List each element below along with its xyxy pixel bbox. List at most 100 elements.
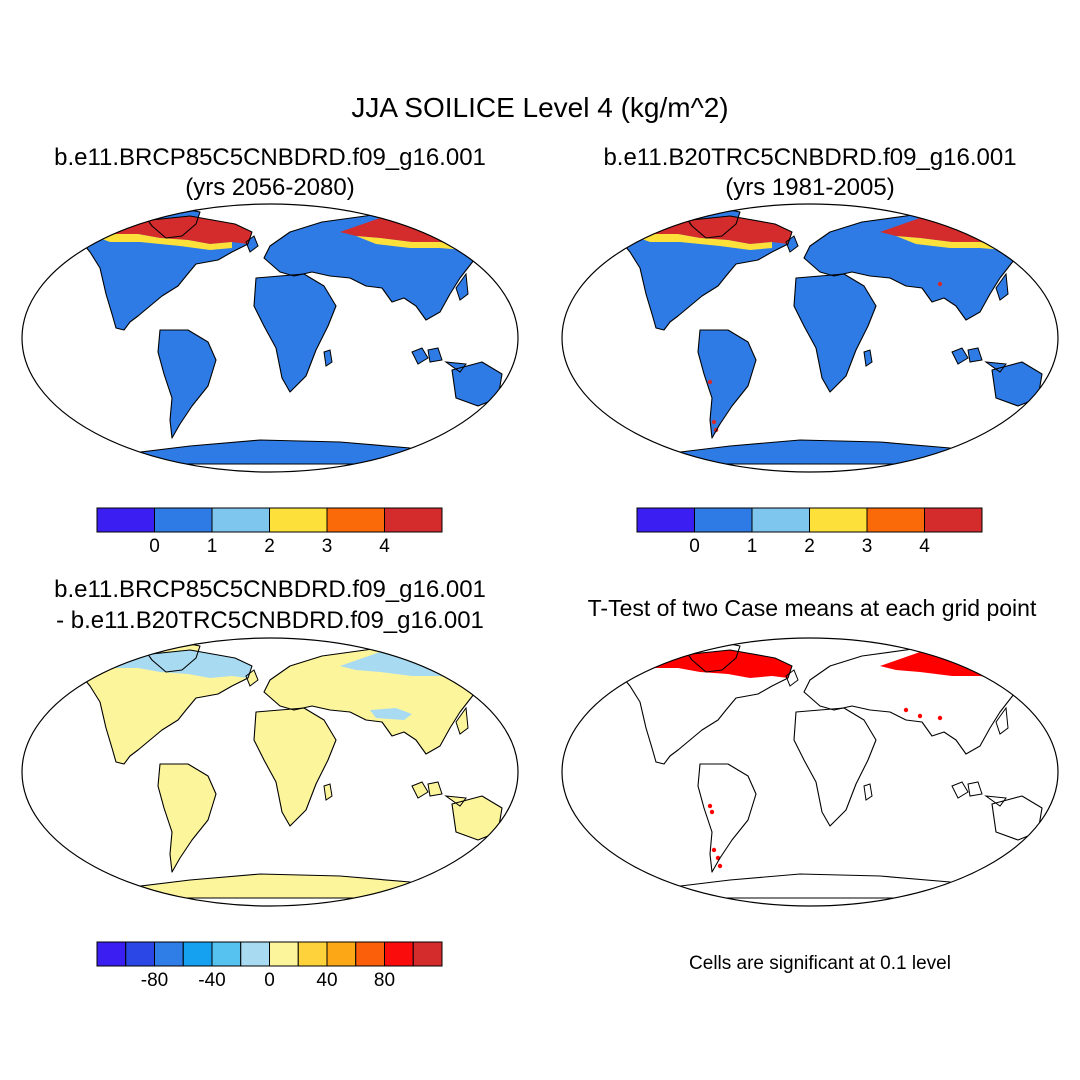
map-frame (561, 637, 1059, 907)
significant-cell (711, 419, 717, 425)
land-island (506, 400, 516, 418)
land-island (864, 350, 872, 366)
colorbar-swatch (297, 941, 328, 967)
coastline (1045, 398, 1057, 419)
coastline (77, 215, 253, 331)
coastline (967, 781, 983, 797)
coastline (1045, 832, 1057, 853)
colorbar-swatch (96, 507, 155, 533)
land-antarctica (664, 874, 966, 898)
land-island (456, 708, 468, 734)
colorbar-swatch (240, 941, 270, 967)
land-south-america (698, 764, 756, 872)
high-latitude-field (78, 216, 252, 244)
map-frame (21, 637, 519, 907)
colorbar-tick-label: -40 (198, 970, 225, 991)
colorbar-swatch (269, 941, 299, 967)
land-africa (254, 708, 336, 826)
colorbar-swatch (866, 507, 925, 533)
coastline (617, 215, 793, 331)
colorbar-future: 0 1 2 3 4 (96, 507, 443, 557)
significant-cell (707, 803, 713, 809)
land-island (864, 784, 872, 800)
colorbar-tick-label: 0 (689, 536, 700, 557)
colorbar-swatch (182, 941, 213, 967)
colorbar-tick-label: 3 (322, 536, 333, 557)
coastline (984, 361, 1007, 373)
land-island (1046, 400, 1056, 418)
land-island (324, 784, 332, 800)
coastline (323, 349, 333, 367)
colorbar-tick-label: 80 (374, 970, 395, 991)
colorbar-historical: 0 1 2 3 4 (636, 507, 983, 557)
land-island (968, 348, 982, 362)
coastline (157, 763, 217, 873)
land-island (456, 274, 468, 300)
coastline (863, 783, 873, 801)
coastline (793, 707, 877, 827)
colorbar-swatch (751, 507, 810, 533)
land-island (324, 350, 332, 366)
land-australia (452, 796, 502, 840)
significant-cell (917, 713, 923, 719)
panel-3-title: b.e11.BRCP85C5CNBDRD.f09_g16.001 (54, 576, 486, 603)
land-island (428, 348, 442, 362)
colorbar-swatch (211, 941, 242, 967)
coastline (505, 832, 517, 853)
land-island (996, 708, 1008, 734)
panel-2-title: b.e11.B20TRC5CNBDRD.f09_g16.001 (603, 144, 1017, 171)
colorbar-tick-label: 0 (264, 970, 275, 991)
land-island (446, 362, 466, 372)
land-island (986, 796, 1006, 806)
coastline (253, 273, 337, 393)
transition-field (896, 236, 1004, 250)
land-antarctica (664, 440, 966, 464)
colorbar-tick-label: 40 (316, 970, 337, 991)
significant-cell (937, 281, 943, 287)
coastline (951, 347, 969, 365)
land-south-america (158, 764, 216, 872)
colorbar-swatch (269, 507, 328, 533)
land-africa (794, 708, 876, 826)
high-latitude-field (78, 650, 252, 678)
land-island (506, 834, 516, 852)
panel-3-subtitle: - b.e11.B20TRC5CNBDRD.f09_g16.001 (56, 607, 484, 634)
colorbar-swatch (326, 941, 357, 967)
coastline (785, 235, 799, 253)
coastline (427, 781, 443, 797)
coastline (411, 347, 429, 365)
land-island (968, 782, 982, 796)
colorbar-swatch (694, 507, 753, 533)
transition-field (356, 236, 464, 250)
colorbar-swatch (211, 507, 270, 533)
figure-title: JJA SOILICE Level 4 (kg/m^2) (351, 92, 729, 123)
colorbar-swatch (384, 941, 414, 967)
significant-cell (711, 847, 717, 853)
colorbar-tick-label: 0 (149, 536, 160, 557)
land-australia (452, 362, 502, 406)
colorbar-tick-label: -80 (141, 970, 168, 991)
significant-cell (709, 809, 715, 815)
coastline (157, 329, 217, 439)
colorbar-difference: -80 -40 0 40 80 (96, 941, 443, 991)
coastline (785, 669, 799, 687)
high-latitude-field (618, 650, 792, 678)
colorbar-swatch (924, 507, 983, 533)
map-panel-difference (21, 637, 519, 907)
highlight-patch (370, 708, 412, 720)
colorbar-swatch (326, 507, 385, 533)
map-panel-future (21, 203, 519, 473)
coastline (455, 706, 469, 735)
coastline (995, 706, 1009, 735)
high-latitude-field (618, 216, 792, 244)
colorbar-swatch (154, 507, 213, 533)
coastline (455, 272, 469, 301)
map-panel-historical (561, 203, 1059, 473)
coastline (77, 649, 253, 765)
significance-note: Cells are significant at 0.1 level (689, 953, 951, 974)
significant-cell (903, 707, 909, 713)
colorbar-tick-label: 3 (862, 536, 873, 557)
coastline (427, 347, 443, 363)
coastline (984, 795, 1007, 807)
panel-2-subtitle: (yrs 1981-2005) (725, 174, 895, 201)
